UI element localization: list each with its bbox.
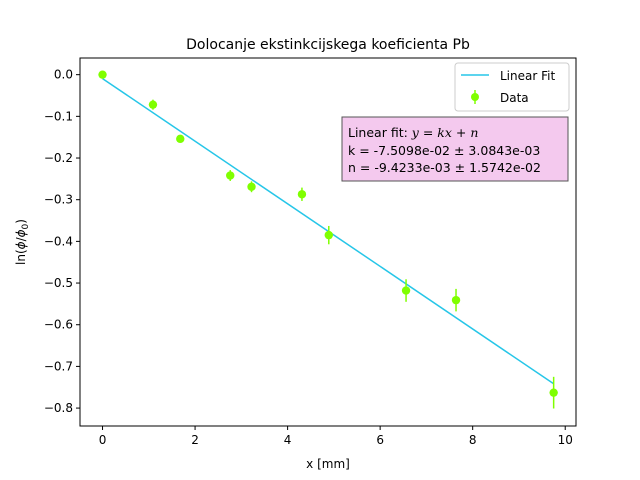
- y-tick-label-8: −0.8: [44, 401, 73, 415]
- data-point-9: [549, 388, 558, 397]
- data-point-0: [98, 70, 107, 79]
- data-point-5: [297, 190, 307, 199]
- chart-title: Dolocanje ekstinkcijskega koeficienta Pb: [186, 37, 470, 53]
- y-tick-label-4: −0.4: [44, 234, 73, 248]
- annotation-line-1: Linear fit: y = kx + n: [348, 125, 478, 140]
- x-tick-label-0: 0: [99, 433, 107, 447]
- annotation-box: [341, 116, 569, 182]
- y-tick-label-6: −0.6: [44, 318, 73, 332]
- data-point-8: [451, 295, 461, 305]
- y-axis-label-sub: 0: [21, 223, 31, 229]
- y-tick-label-5: −0.5: [44, 276, 73, 290]
- y-tick-label-1: −0.1: [44, 109, 73, 123]
- fit-annotation: Linear fit: y = kx + n k = -7.5098e-02 ±…: [341, 116, 569, 182]
- x-tick-label-1: 2: [191, 433, 199, 447]
- legend-label-data: Data: [500, 91, 529, 105]
- annotation-equation: y = kx + n: [411, 125, 479, 140]
- y-tick-label-7: −0.7: [44, 359, 73, 373]
- data-point-3: [226, 171, 235, 180]
- y-axis-label-phi: ϕ: [14, 241, 28, 249]
- annotation-line-2: k = -7.5098e-02 ± 3.0843e-03: [348, 143, 540, 158]
- y-tick-label-3: −0.3: [44, 193, 73, 207]
- x-tick-label-3: 6: [376, 433, 384, 447]
- legend-marker-swatch: [471, 93, 479, 101]
- y-tick-label-2: −0.2: [44, 151, 73, 165]
- data-point-6: [324, 230, 333, 240]
- legend-label-fit: Linear Fit: [500, 69, 555, 83]
- annotation-prefix: Linear fit:: [348, 125, 412, 140]
- data-point-2: [176, 134, 185, 144]
- legend: Linear Fit Data: [454, 62, 570, 112]
- plot-area: [98, 70, 558, 409]
- x-tick-label-4: 8: [469, 433, 477, 447]
- annotation-line-3: n = -9.4233e-03 ± 1.5742e-02: [348, 160, 541, 175]
- data-point-4: [247, 182, 256, 191]
- x-axis: 0 2 4 6 8 10: [99, 426, 573, 447]
- y-axis: 0.0 −0.1 −0.2 −0.3 −0.4 −0.5 −0.6 −0.7 −0.8: [44, 68, 80, 415]
- x-tick-label-5: 10: [558, 433, 573, 447]
- x-axis-label: x [mm]: [306, 457, 350, 471]
- data-point-1: [148, 100, 158, 109]
- y-axis-label: ln(ϕ/ϕ0): [14, 219, 31, 265]
- x-tick-label-2: 4: [284, 433, 292, 447]
- data-point-7: [401, 286, 411, 295]
- y-tick-label-0: 0.0: [54, 68, 73, 82]
- y-axis-label-close: ): [14, 219, 28, 224]
- y-axis-label-phi0: ϕ: [14, 229, 28, 237]
- axes-frame: [79, 57, 577, 427]
